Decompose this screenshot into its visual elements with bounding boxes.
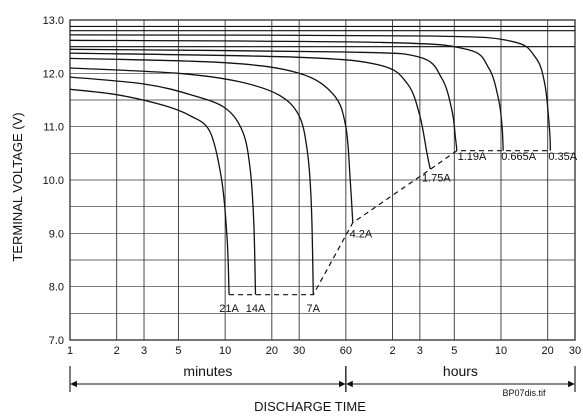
curve-label: 0.35A <box>548 151 577 163</box>
x-tick-label: 5 <box>175 345 181 357</box>
series-line-14a <box>69 76 257 295</box>
span-label-minutes: minutes <box>183 363 232 379</box>
series-line-0-665a <box>69 39 504 151</box>
x-tick-label: 1 <box>67 345 73 357</box>
y-tick-label: 10.0 <box>43 175 64 187</box>
y-tick-label: 13.0 <box>43 15 64 27</box>
curve-label: 14A <box>246 303 266 315</box>
x-tick-label: 10 <box>219 345 231 357</box>
y-tick-label: 12.0 <box>43 68 64 80</box>
x-tick-label: 3 <box>417 345 423 357</box>
end-voltage-curve <box>229 150 551 296</box>
x-tick-label: 5 <box>451 345 457 357</box>
curve-label: 1.19A <box>458 151 487 163</box>
curve-label: 21A <box>219 303 239 315</box>
x-axis-title: DISCHARGE TIME <box>254 399 366 414</box>
curves <box>69 25 575 295</box>
curve-label: 4.2A <box>350 228 373 240</box>
series-line-0-35a <box>69 34 552 151</box>
x-tick-label: 2 <box>389 345 395 357</box>
y-tick-label: 11.0 <box>43 122 64 134</box>
end-voltage-line <box>229 150 551 296</box>
curve-label: 1.75A <box>422 172 451 184</box>
x-tick-label: 30 <box>293 345 305 357</box>
curve-labels: 21A 14A 7A 4.2A 1.75A 1.19A 0.665A 0.35A <box>219 151 577 315</box>
series-line-1-75a <box>69 52 431 170</box>
series-line-21a <box>69 88 230 295</box>
curve-label: 0.665A <box>501 151 537 163</box>
x-tick-label: 60 <box>340 345 352 357</box>
series-line-7a <box>69 67 314 295</box>
x-tick-label: 2 <box>114 345 120 357</box>
file-label: BP07dis.tif <box>502 388 546 398</box>
grid <box>69 19 576 341</box>
y-tick-label: 9.0 <box>49 228 64 240</box>
span-label-hours: hours <box>443 363 478 379</box>
x-tick-label: 10 <box>495 345 507 357</box>
y-tick-label: 8.0 <box>49 282 64 294</box>
time-spans: minutes hours <box>69 363 576 392</box>
curve-label: 7A <box>307 303 321 315</box>
series-line-1-19a <box>69 48 458 151</box>
x-tick-label: 20 <box>542 345 554 357</box>
x-tick-label: 30 <box>569 345 581 357</box>
x-tick-label: 20 <box>266 345 278 357</box>
series-line-4-2a <box>69 57 354 223</box>
y-tick-label: 7.0 <box>49 335 64 347</box>
tick-labels: 1 2 3 5 10 20 30 60 2 3 5 10 20 30 7.0 8.0 9.0 10.0 11.0 12… <box>43 15 582 357</box>
y-axis-title: TERMINAL VOLTAGE (V) <box>10 112 25 261</box>
x-tick-label: 3 <box>141 345 147 357</box>
